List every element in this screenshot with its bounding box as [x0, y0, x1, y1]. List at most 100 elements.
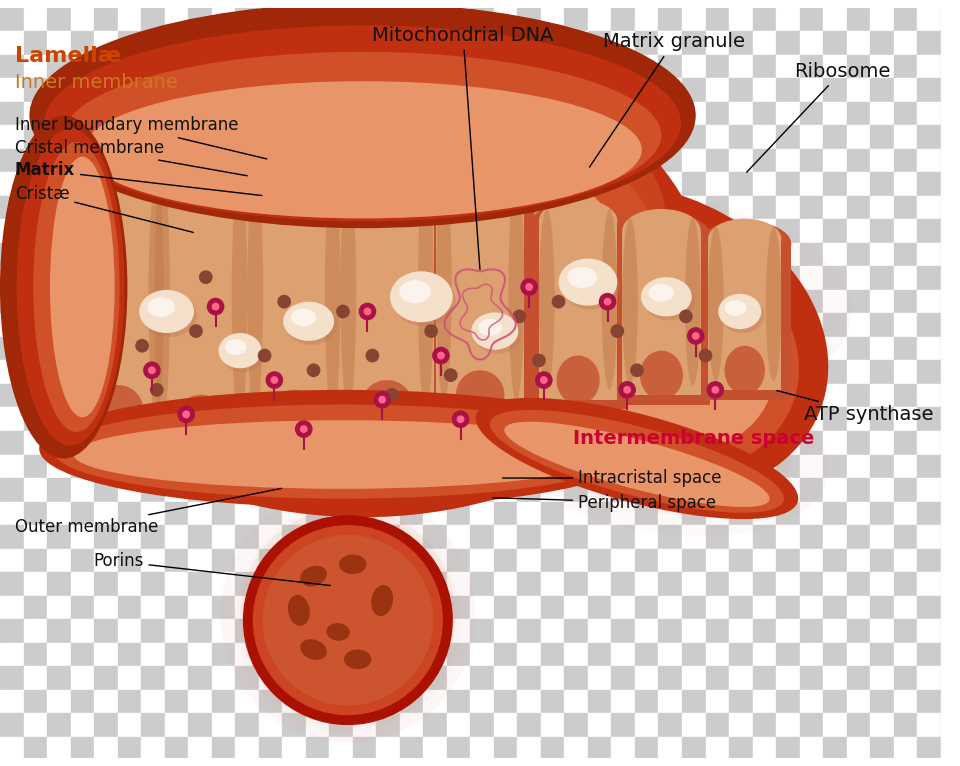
Bar	[305, 596, 329, 619]
Bar	[540, 689, 564, 713]
Bar	[117, 761, 141, 766]
Bar	[305, 337, 329, 361]
Bar	[847, 78, 870, 102]
Bar	[211, 313, 235, 337]
Bar	[23, 619, 47, 643]
Bar	[235, 502, 258, 525]
Bar	[706, 172, 729, 196]
Bar	[211, 54, 235, 78]
Bar	[23, 54, 47, 78]
Bar	[258, 54, 282, 78]
Bar	[540, 172, 564, 196]
Bar	[352, 290, 376, 313]
Bar	[800, 548, 823, 572]
Bar	[635, 572, 659, 596]
Bar	[517, 196, 540, 219]
Bar	[235, 454, 258, 478]
Ellipse shape	[640, 351, 683, 400]
Ellipse shape	[231, 169, 248, 424]
Bar	[517, 431, 540, 454]
Bar	[800, 761, 823, 766]
Bar	[235, 243, 258, 267]
Bar	[258, 172, 282, 196]
Bar	[188, 102, 211, 126]
Bar	[211, 454, 235, 478]
Bar	[47, 408, 70, 431]
Bar	[235, 761, 258, 766]
Bar	[682, 384, 706, 408]
Bar	[399, 31, 423, 54]
Bar	[446, 596, 470, 619]
Bar	[753, 761, 776, 766]
Bar	[399, 126, 423, 149]
Bar	[47, 172, 70, 196]
Bar	[917, 290, 941, 313]
Bar	[235, 337, 258, 361]
Bar	[164, 337, 188, 361]
Bar	[588, 525, 612, 548]
Bar	[446, 219, 470, 243]
Ellipse shape	[344, 650, 372, 669]
Bar	[917, 313, 941, 337]
Bar	[870, 713, 894, 737]
Bar	[612, 267, 635, 290]
Bar	[423, 737, 446, 761]
Bar	[70, 172, 94, 196]
Bar	[0, 761, 23, 766]
Bar	[211, 643, 235, 666]
Bar	[729, 384, 753, 408]
Bar	[329, 713, 352, 737]
Bar	[612, 290, 635, 313]
Bar	[659, 619, 682, 643]
Bar	[612, 502, 635, 525]
Bar	[211, 478, 235, 502]
Bar	[399, 666, 423, 689]
Bar	[47, 219, 70, 243]
Bar	[917, 219, 941, 243]
Bar	[305, 713, 329, 737]
Bar	[211, 78, 235, 102]
Bar	[917, 102, 941, 126]
Bar	[235, 172, 258, 196]
Bar	[941, 502, 960, 525]
Bar	[376, 596, 399, 619]
Bar	[399, 149, 423, 172]
Bar	[870, 78, 894, 102]
Circle shape	[687, 327, 705, 345]
Bar	[258, 196, 282, 219]
Bar	[917, 361, 941, 384]
Bar	[941, 454, 960, 478]
Bar	[446, 548, 470, 572]
Bar	[164, 78, 188, 102]
Bar	[94, 149, 117, 172]
Bar	[917, 267, 941, 290]
Bar	[917, 596, 941, 619]
Bar	[493, 290, 517, 313]
Bar	[729, 267, 753, 290]
Ellipse shape	[684, 218, 701, 385]
Bar	[800, 454, 823, 478]
Bar	[258, 78, 282, 102]
Bar	[470, 619, 493, 643]
Bar	[399, 761, 423, 766]
Bar	[352, 196, 376, 219]
Circle shape	[630, 363, 644, 377]
Bar	[800, 102, 823, 126]
Bar	[540, 502, 564, 525]
Bar	[706, 54, 729, 78]
Bar	[753, 596, 776, 619]
Bar	[329, 267, 352, 290]
Bar	[188, 384, 211, 408]
Bar	[564, 126, 588, 149]
Bar	[894, 313, 917, 337]
Bar	[23, 361, 47, 384]
Bar	[635, 713, 659, 737]
Bar	[211, 689, 235, 713]
Bar	[635, 478, 659, 502]
Bar	[235, 219, 258, 243]
Bar	[540, 54, 564, 78]
Bar	[117, 149, 141, 172]
Bar	[682, 78, 706, 102]
Bar	[540, 126, 564, 149]
Bar	[894, 666, 917, 689]
